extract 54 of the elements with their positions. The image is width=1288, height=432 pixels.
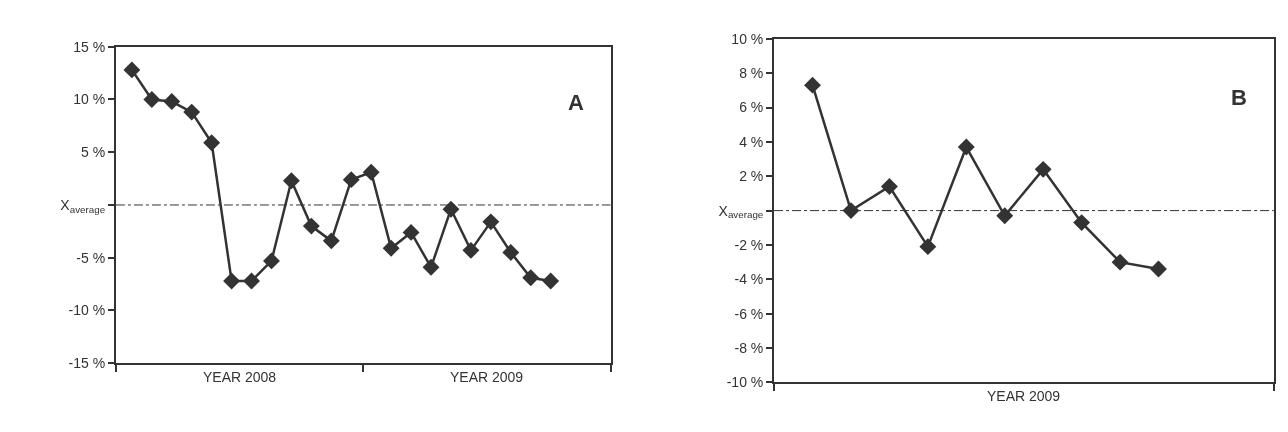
point	[243, 272, 260, 290]
y-tick-label: -8 %	[734, 339, 764, 356]
point	[880, 178, 898, 195]
point	[482, 213, 500, 231]
point	[804, 76, 821, 94]
point	[996, 207, 1014, 225]
y-tick-label: 10 %	[73, 91, 106, 108]
point	[1111, 253, 1129, 271]
text: A	[568, 90, 584, 115]
y-tick-label: 8 %	[739, 65, 764, 82]
point	[1150, 260, 1167, 278]
point	[542, 272, 560, 290]
point	[183, 103, 201, 121]
point	[203, 134, 221, 152]
y-tick-label: -2 %	[734, 236, 764, 253]
text: YEAR 2009	[987, 388, 1061, 404]
y-tick-label: -4 %	[734, 271, 764, 288]
point	[263, 252, 280, 270]
y-tick-label: 5 %	[81, 144, 106, 161]
point	[957, 138, 975, 156]
point	[223, 272, 241, 290]
point	[1034, 160, 1052, 178]
point	[302, 217, 320, 235]
point	[522, 269, 540, 287]
point	[462, 241, 480, 259]
y-tick-label: 4 %	[739, 133, 764, 150]
point	[919, 238, 937, 256]
y-tick-label: X$_{average}$	[718, 202, 764, 221]
point	[422, 258, 440, 276]
text: B	[1231, 85, 1247, 110]
y-tick-label: -5 %	[76, 249, 106, 266]
y-tick-label: -6 %	[734, 305, 764, 322]
point	[442, 200, 460, 218]
y-tick-label: -15 %	[68, 355, 106, 372]
y-tick-label: 10 %	[731, 30, 764, 47]
point	[362, 163, 380, 181]
text: YEAR 2008	[203, 369, 277, 385]
point	[322, 232, 340, 250]
y-tick-label: X$_{average}$	[60, 196, 106, 215]
point	[342, 171, 360, 189]
y-tick-label: 6 %	[739, 99, 764, 116]
point	[382, 239, 400, 257]
point	[123, 61, 141, 79]
point	[502, 244, 520, 261]
point	[282, 172, 300, 190]
y-tick-label: 2 %	[739, 168, 764, 185]
y-tick-label: -10 %	[68, 302, 106, 319]
y-tick-label: -10 %	[726, 374, 764, 391]
point	[1073, 214, 1091, 232]
y-tick-label: 15 %	[73, 38, 106, 55]
point	[163, 93, 181, 111]
text: YEAR 2009	[450, 369, 524, 385]
point	[143, 91, 161, 108]
point	[402, 223, 420, 241]
